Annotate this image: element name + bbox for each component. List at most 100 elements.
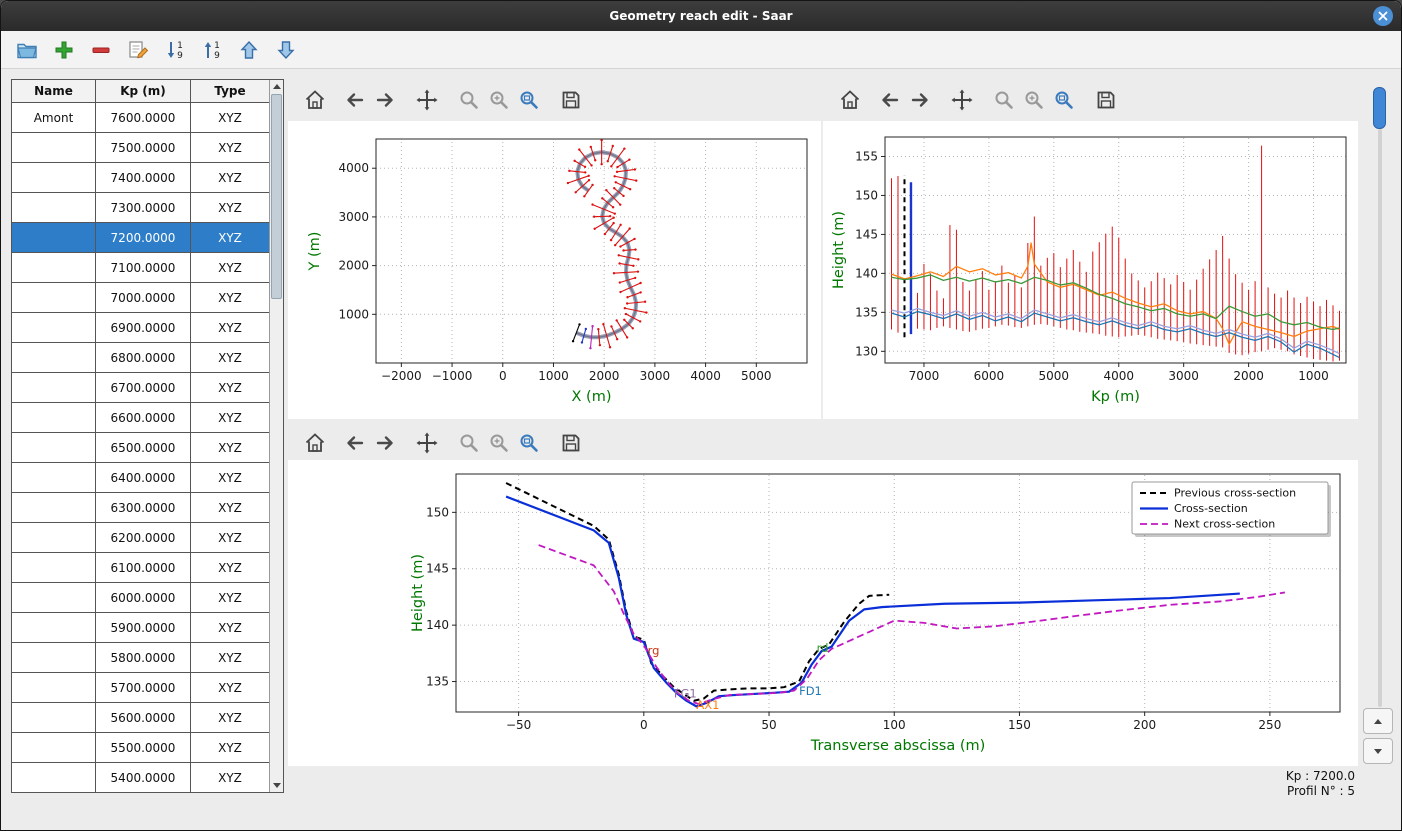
cell-kp: 7400.0000 <box>96 163 191 193</box>
save-button[interactable] <box>556 85 586 115</box>
home-button[interactable] <box>300 428 330 458</box>
back-button[interactable] <box>340 85 370 115</box>
long-profile-figure: 7000 6000 5000 4000 3000 2000 1000 130 135 140 145… <box>823 121 1358 419</box>
cell-name <box>12 133 96 163</box>
table-scrollbar-up-button[interactable] <box>270 80 283 93</box>
triangle-down-icon <box>272 783 281 788</box>
svg-text:Height (m): Height (m) <box>410 554 426 632</box>
table-row[interactable]: 6100.0000 XYZ <box>12 553 269 583</box>
triangle-down-icon <box>1374 748 1382 754</box>
zoom-rect-button[interactable] <box>1049 85 1079 115</box>
table-scrollbar-thumb[interactable] <box>271 94 282 299</box>
plan-view-plot[interactable]: −2000 −1000 0 1000 2000 3000 4000 5000 1000 2000 3… <box>288 121 821 419</box>
table-row[interactable]: 7000.0000 XYZ <box>12 283 269 313</box>
zoom-icon <box>995 91 1013 109</box>
table-row[interactable]: 5800.0000 XYZ <box>12 643 269 673</box>
cell-name <box>12 403 96 433</box>
home-button[interactable] <box>835 85 865 115</box>
status-kp: Kp : 7200.0 <box>1285 769 1355 783</box>
pan-button[interactable] <box>412 428 442 458</box>
cell-type: XYZ <box>191 613 269 643</box>
table-row[interactable]: 6900.0000 XYZ <box>12 313 269 343</box>
open-button[interactable] <box>13 36 41 64</box>
table-row[interactable]: 5600.0000 XYZ <box>12 703 269 733</box>
table-row[interactable]: 6800.0000 XYZ <box>12 343 269 373</box>
cell-type: XYZ <box>191 763 269 792</box>
table-row[interactable]: 5700.0000 XYZ <box>12 673 269 703</box>
profile-previous-button[interactable] <box>1363 708 1393 734</box>
column-header-type[interactable]: Type <box>191 80 269 103</box>
close-button[interactable] <box>1373 6 1393 26</box>
pan-icon <box>951 89 973 111</box>
plan-view-nav-toolbar <box>288 82 821 118</box>
table-row[interactable]: Amont 7600.0000 XYZ <box>12 103 269 133</box>
forward-button[interactable] <box>370 428 400 458</box>
save-button[interactable] <box>556 428 586 458</box>
cell-kp: 5700.0000 <box>96 673 191 703</box>
pan-button[interactable] <box>947 85 977 115</box>
pan-button[interactable] <box>412 85 442 115</box>
zoom-alt-button[interactable] <box>484 428 514 458</box>
table-row[interactable]: 7300.0000 XYZ <box>12 193 269 223</box>
title-bar[interactable]: Geometry reach edit - Saar <box>1 1 1401 31</box>
cell-kp: 6200.0000 <box>96 523 191 553</box>
svg-text:4000: 4000 <box>1103 369 1134 383</box>
back-icon <box>347 93 364 107</box>
cell-name <box>12 673 96 703</box>
forward-button[interactable] <box>905 85 935 115</box>
save-button[interactable] <box>1091 85 1121 115</box>
long-profile-plot[interactable]: 7000 6000 5000 4000 3000 2000 1000 130 135 140 145… <box>823 121 1358 419</box>
svg-text:1000: 1000 <box>338 307 369 321</box>
table-row[interactable]: 6400.0000 XYZ <box>12 463 269 493</box>
table-scrollbar[interactable] <box>269 80 283 792</box>
triangle-up-icon <box>272 84 281 89</box>
cell-name <box>12 763 96 792</box>
cell-kp: 7600.0000 <box>96 103 191 133</box>
column-header-name[interactable]: Name <box>12 80 96 103</box>
back-icon <box>882 93 899 107</box>
table-row[interactable]: 6300.0000 XYZ <box>12 493 269 523</box>
edit-button[interactable] <box>124 36 152 64</box>
forward-button[interactable] <box>370 85 400 115</box>
table-row[interactable]: 6200.0000 XYZ <box>12 523 269 553</box>
home-button[interactable] <box>300 85 330 115</box>
move-down-button[interactable] <box>272 36 300 64</box>
table-row[interactable]: 7200.0000 XYZ <box>12 223 269 253</box>
column-header-kp[interactable]: Kp (m) <box>96 80 191 103</box>
vertical-slider-track[interactable] <box>1378 129 1382 707</box>
table-row[interactable]: 5900.0000 XYZ <box>12 613 269 643</box>
table-row[interactable]: 7100.0000 XYZ <box>12 253 269 283</box>
back-button[interactable] <box>875 85 905 115</box>
zoom-alt-button[interactable] <box>484 85 514 115</box>
back-button[interactable] <box>340 428 370 458</box>
table-row[interactable]: 6600.0000 XYZ <box>12 403 269 433</box>
table-row[interactable]: 6500.0000 XYZ <box>12 433 269 463</box>
svg-text:0: 0 <box>499 369 507 383</box>
table-scrollbar-down-button[interactable] <box>270 779 283 792</box>
table-row[interactable]: 5500.0000 XYZ <box>12 733 269 763</box>
zoom-button[interactable] <box>454 85 484 115</box>
zoom-button[interactable] <box>989 85 1019 115</box>
cross-section-table-panel: Name Kp (m) Type Amont 7600.0000 XYZ 7500.0… <box>11 79 284 793</box>
move-up-button[interactable] <box>235 36 263 64</box>
zoom-alt-button[interactable] <box>1019 85 1049 115</box>
zoom-rect-button[interactable] <box>514 428 544 458</box>
table-row[interactable]: 6700.0000 XYZ <box>12 373 269 403</box>
table-row[interactable]: 6000.0000 XYZ <box>12 583 269 613</box>
svg-text:130: 130 <box>855 344 878 358</box>
add-button[interactable] <box>50 36 78 64</box>
vertical-slider-thumb[interactable] <box>1373 87 1386 129</box>
zoom-rect-button[interactable] <box>514 85 544 115</box>
profile-next-button[interactable] <box>1363 738 1393 764</box>
zoom-rect-icon <box>1055 91 1073 109</box>
svg-text:9: 9 <box>177 51 183 61</box>
zoom-button[interactable] <box>454 428 484 458</box>
table-row[interactable]: 5400.0000 XYZ <box>12 763 269 792</box>
cell-name <box>12 523 96 553</box>
table-row[interactable]: 7500.0000 XYZ <box>12 133 269 163</box>
table-row[interactable]: 7400.0000 XYZ <box>12 163 269 193</box>
delete-button[interactable] <box>87 36 115 64</box>
